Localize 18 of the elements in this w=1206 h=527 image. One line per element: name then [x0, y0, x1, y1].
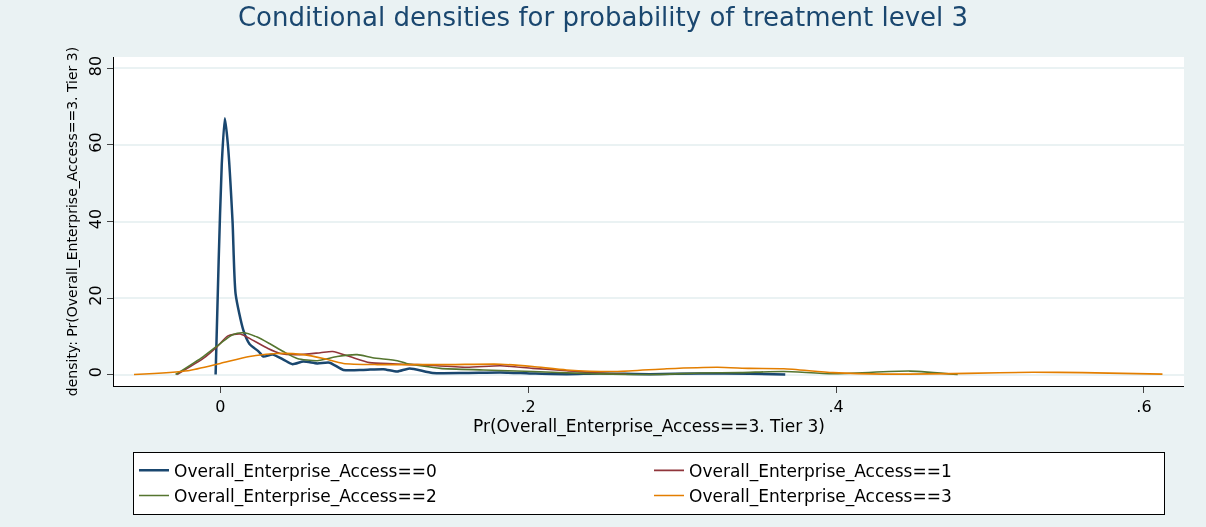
x-tick-label: .4: [828, 397, 844, 417]
chart-title: Conditional densities for probability of treatment level 3: [237, 2, 969, 33]
y-tick-label: 60: [85, 132, 105, 153]
y-tick-label: 0: [85, 367, 105, 378]
legend-label: Overall_Enterprise_Access==0: [174, 460, 437, 482]
x-tick-label: .2: [520, 397, 536, 417]
x-tick-label: 0: [215, 397, 226, 417]
line-series: [133, 352, 1164, 376]
x-axis-title: Pr(Overall_Enterprise_Access==3. Tier 3): [473, 416, 825, 438]
legend-label: Overall_Enterprise_Access==1: [689, 460, 952, 482]
legend-label: Overall_Enterprise_Access==3: [689, 486, 952, 508]
y-axis-title: density: Pr(Overall_Enterprise_Access==3. Tier 3): [64, 46, 81, 397]
y-tick-label: 40: [85, 208, 105, 230]
line-series: [174, 332, 959, 376]
y-tick-label: 20: [85, 285, 105, 306]
x-tick-label: .6: [1136, 397, 1152, 417]
legend-label: Overall_Enterprise_Access==2: [174, 486, 437, 508]
y-tick-label: 80: [85, 55, 105, 77]
